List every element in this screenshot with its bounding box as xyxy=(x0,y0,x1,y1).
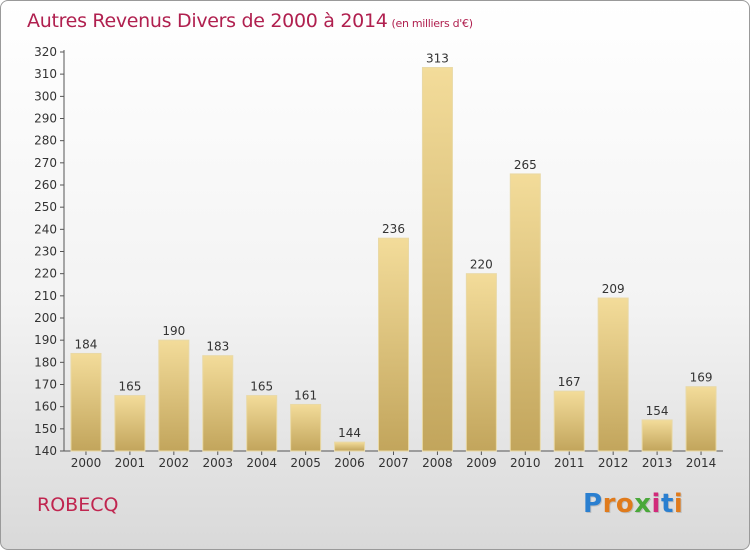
y-tick-label: 190 xyxy=(34,333,57,347)
x-tick-label: 2013 xyxy=(642,456,673,470)
bar-2007 xyxy=(378,237,409,452)
y-tick-label: 280 xyxy=(34,134,57,148)
data-label: 154 xyxy=(646,404,669,418)
y-tick-label: 160 xyxy=(34,400,57,414)
x-tick-label: 2012 xyxy=(598,456,629,470)
x-tick-label: 2010 xyxy=(510,456,541,470)
x-tick-label: 2008 xyxy=(422,456,453,470)
data-label: 209 xyxy=(602,282,625,296)
y-tick-label: 170 xyxy=(34,378,57,392)
y-tick-label: 260 xyxy=(34,178,57,192)
data-label: 165 xyxy=(250,380,273,394)
y-tick-label: 200 xyxy=(34,311,57,325)
y-tick-label: 300 xyxy=(34,89,57,103)
data-label: 144 xyxy=(338,426,361,440)
bar-2012 xyxy=(597,297,629,452)
y-tick-label: 230 xyxy=(34,245,57,259)
logo-letter: o xyxy=(615,489,635,519)
data-label: 236 xyxy=(382,222,405,236)
y-tick-label: 310 xyxy=(34,67,57,81)
y-tick-label: 240 xyxy=(34,222,57,236)
logo-letter: x xyxy=(634,489,652,519)
bar-2003 xyxy=(202,355,234,452)
data-label: 169 xyxy=(690,371,713,385)
data-label: 167 xyxy=(558,375,581,389)
bar-2005 xyxy=(290,403,322,452)
bar-2010 xyxy=(509,173,541,452)
x-tick-label: 2003 xyxy=(202,456,233,470)
y-axis: 140 150 160 170 180 190 200 210 220 230 240 250 260 2… xyxy=(34,45,65,458)
proxiti-logo: Proxiti xyxy=(583,489,683,519)
title-unit: (en milliers d'€) xyxy=(391,17,473,30)
x-tick-label: 2014 xyxy=(686,456,717,470)
x-tick-label: 2006 xyxy=(334,456,365,470)
x-tick-label: 2005 xyxy=(290,456,321,470)
logo-letter: i xyxy=(651,489,661,519)
chart-title: Autres Revenus Divers de 2000 à 2014 (en … xyxy=(27,10,473,32)
logo-letter: P xyxy=(583,489,603,519)
x-tick-label: 2007 xyxy=(378,456,409,470)
x-tick-label: 2002 xyxy=(159,456,190,470)
data-label: 313 xyxy=(426,52,449,66)
x-tick-label: 2011 xyxy=(554,456,585,470)
data-label: 220 xyxy=(470,258,493,272)
data-label: 184 xyxy=(75,337,98,351)
bar-2004 xyxy=(246,395,278,452)
logo-letter: t xyxy=(660,489,674,519)
data-label: 265 xyxy=(514,158,537,172)
y-tick-label: 250 xyxy=(34,200,57,214)
y-tick-label: 140 xyxy=(34,444,57,458)
bar-2009 xyxy=(465,273,497,452)
data-label: 183 xyxy=(206,340,229,354)
data-label: 161 xyxy=(294,388,317,402)
data-label: 190 xyxy=(162,324,185,338)
bar-2006 xyxy=(334,441,366,452)
bar-2013 xyxy=(641,419,673,452)
x-tick-label: 2004 xyxy=(246,456,277,470)
title-text: Autres Revenus Divers de 2000 à 2014 xyxy=(27,10,388,32)
y-tick-label: 150 xyxy=(34,422,57,436)
y-tick-label: 220 xyxy=(34,267,57,281)
logo-letter: i xyxy=(673,489,684,519)
bar-2000 xyxy=(70,352,102,452)
data-label: 165 xyxy=(118,380,141,394)
bar-2014 xyxy=(685,386,717,452)
bar-2001 xyxy=(114,395,146,452)
y-tick-label: 290 xyxy=(34,112,57,126)
y-tick-label: 210 xyxy=(34,289,57,303)
logo-letter: r xyxy=(602,489,616,519)
x-tick-label: 2001 xyxy=(115,456,146,470)
x-tick-label: 2000 xyxy=(71,456,102,470)
data-labels: 184 165 190 183 165 161 144 236 313 220 265 167 209 1… xyxy=(75,52,713,441)
y-tick-label: 270 xyxy=(34,156,57,170)
bar-2002 xyxy=(158,339,190,452)
bar-2011 xyxy=(553,390,585,452)
y-tick-label: 320 xyxy=(34,45,57,59)
commune-name: ROBECQ xyxy=(37,494,119,516)
x-axis: 2000 2001 2002 2003 2004 2005 2006 2007 2008 2009… xyxy=(64,450,723,470)
bars xyxy=(70,67,717,452)
bar-2008 xyxy=(421,67,453,452)
x-tick-label: 2009 xyxy=(466,456,497,470)
y-tick-label: 180 xyxy=(34,355,57,369)
